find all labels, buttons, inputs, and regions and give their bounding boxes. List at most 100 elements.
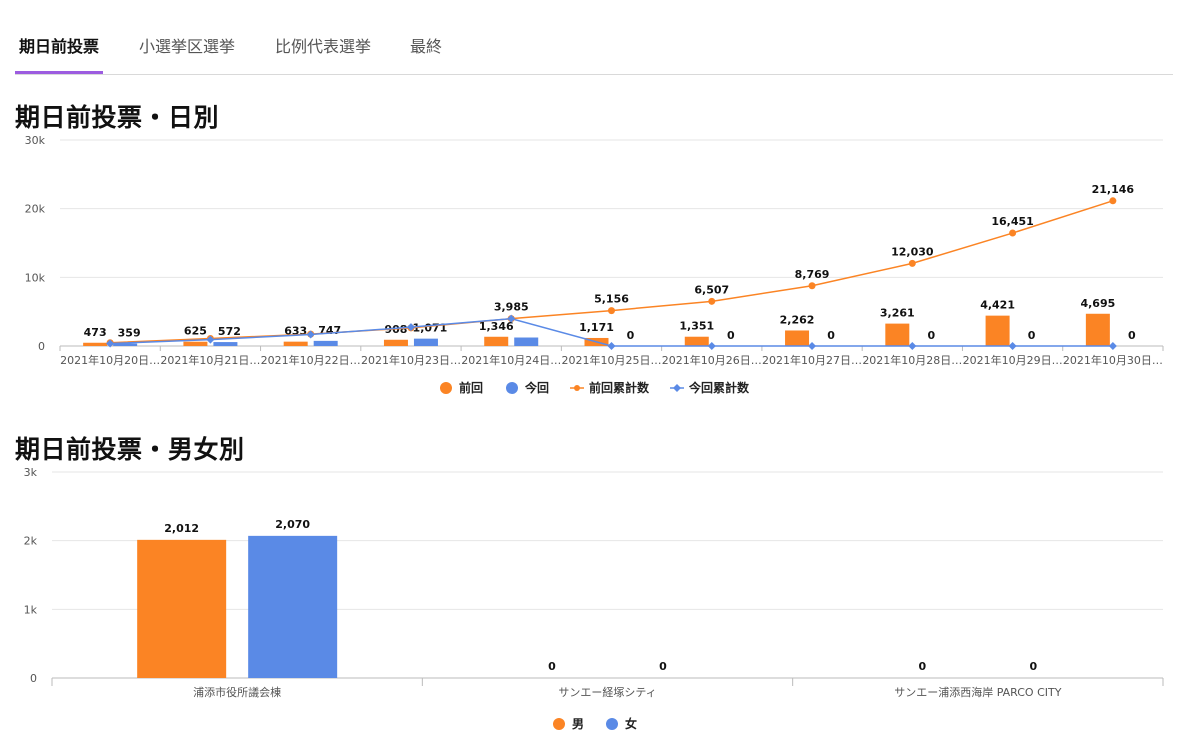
data-label-previous: 4,421 xyxy=(980,299,1015,312)
bar-previous xyxy=(283,341,308,346)
bar-previous xyxy=(985,315,1010,346)
data-label-previous: 625 xyxy=(184,325,207,338)
tab-bar: 期日前投票 小選挙区選挙 比例代表選挙 最終 xyxy=(15,0,1173,75)
bar-previous xyxy=(1085,313,1110,346)
point-previous-cumulative xyxy=(608,307,615,315)
y-tick-label: 30k xyxy=(25,134,46,147)
bar-previous xyxy=(885,323,910,346)
tab-single-seat-district[interactable]: 小選挙区選挙 xyxy=(139,37,236,56)
bar-female xyxy=(248,535,338,678)
data-label-male: 2,012 xyxy=(164,522,199,535)
y-tick-label: 0 xyxy=(38,340,45,353)
data-label-current: 1,071 xyxy=(413,322,448,335)
data-label-previous-cumulative: 8,769 xyxy=(795,268,830,281)
legend-marker xyxy=(553,718,565,730)
gender-early-voting-chart: 0 1k 2k 3k 浦添市役所議会棟 サンエー経塚シティ サンエー浦添西海岸 PARCO … xyxy=(24,466,1164,731)
bar-previous xyxy=(183,341,208,346)
x-tick-label: 2021年10月22日… xyxy=(261,353,361,367)
gender-chart-title: 期日前投票・男女別 xyxy=(15,435,245,464)
data-label-female: 0 xyxy=(1030,660,1038,673)
bar-previous xyxy=(785,330,810,346)
x-tick-label: サンエー経塚シティ xyxy=(558,686,656,699)
data-label-previous-cumulative: 21,146 xyxy=(1092,183,1135,196)
legend-label: 女 xyxy=(625,716,637,731)
y-tick-label: 2k xyxy=(24,535,38,548)
data-label-previous: 4,695 xyxy=(1080,297,1115,310)
legend-marker xyxy=(574,385,580,391)
x-tick-label: 2021年10月20日… xyxy=(60,353,160,367)
data-label-current: 0 xyxy=(1128,329,1136,342)
data-label-current: 0 xyxy=(727,329,735,342)
legend-label: 男 xyxy=(572,717,584,731)
bar-current xyxy=(413,338,438,346)
active-tab-indicator xyxy=(15,71,103,74)
x-tick-label: 2021年10月21日… xyxy=(160,353,260,367)
bar-current xyxy=(113,343,138,346)
data-label-previous: 1,346 xyxy=(479,320,514,333)
legend-marker xyxy=(506,382,518,394)
bar-previous xyxy=(83,342,108,346)
legend-label: 前回累計数 xyxy=(589,380,650,395)
data-label-male: 0 xyxy=(919,660,927,673)
data-label-previous-cumulative: 12,030 xyxy=(891,245,934,258)
y-tick-label: 0 xyxy=(30,672,37,685)
point-current-cumulative xyxy=(607,342,616,350)
data-label-current: 747 xyxy=(318,324,341,337)
point-current-cumulative xyxy=(206,335,215,344)
x-tick-label: 2021年10月26日… xyxy=(662,353,762,367)
tab-final[interactable]: 最終 xyxy=(410,37,443,56)
legend-label: 今回 xyxy=(524,380,549,395)
point-current-cumulative xyxy=(507,314,516,323)
data-label-female: 0 xyxy=(659,660,667,673)
daily-chart-title: 期日前投票・日別 xyxy=(15,103,220,132)
bar-previous xyxy=(484,336,509,346)
data-label-male: 0 xyxy=(548,660,556,673)
tab-early-voting[interactable]: 期日前投票 xyxy=(19,37,100,56)
point-previous-cumulative xyxy=(1009,229,1017,237)
x-tick-label: 2021年10月25日… xyxy=(562,353,662,367)
y-tick-label: 3k xyxy=(24,466,38,479)
x-tick-label: 2021年10月28日… xyxy=(862,353,962,367)
data-label-previous-cumulative: 3,985 xyxy=(494,301,529,314)
x-tick-label: 2021年10月23日… xyxy=(361,353,461,367)
data-label-female: 2,070 xyxy=(275,518,310,531)
data-label-previous-cumulative: 16,451 xyxy=(991,215,1033,228)
legend-marker xyxy=(606,718,618,730)
data-label-previous: 473 xyxy=(84,326,107,339)
x-tick-label: 2021年10月24日… xyxy=(461,353,561,367)
data-label-current: 359 xyxy=(118,327,141,340)
legend-marker xyxy=(673,384,681,392)
x-tick-label: サンエー浦添西海岸 PARCO CITY xyxy=(894,685,1062,699)
point-current-cumulative xyxy=(306,330,315,339)
legend-label: 今回累計数 xyxy=(688,380,750,395)
bar-current xyxy=(514,337,539,346)
point-previous-cumulative xyxy=(708,297,716,305)
data-label-previous: 3,261 xyxy=(880,307,915,320)
point-current-cumulative xyxy=(1008,342,1017,350)
bar-male xyxy=(137,539,227,678)
bar-current xyxy=(213,342,238,346)
tab-proportional-representation[interactable]: 比例代表選挙 xyxy=(275,37,372,56)
point-current-cumulative xyxy=(1108,342,1117,350)
data-label-current: 0 xyxy=(827,329,835,342)
point-previous-cumulative xyxy=(808,282,816,290)
data-label-previous: 2,262 xyxy=(780,313,815,326)
y-tick-label: 20k xyxy=(25,203,46,216)
legend-label: 前回 xyxy=(459,380,483,395)
data-label-current: 572 xyxy=(218,325,241,338)
y-tick-label: 10k xyxy=(25,271,46,284)
point-previous-cumulative xyxy=(1109,197,1117,205)
data-label-previous-cumulative: 5,156 xyxy=(594,293,629,306)
data-label-previous: 1,351 xyxy=(679,320,714,333)
y-tick-label: 1k xyxy=(24,603,38,616)
legend-marker xyxy=(440,382,452,394)
bar-current xyxy=(313,340,338,346)
bar-previous xyxy=(684,336,709,346)
data-label-current: 0 xyxy=(927,329,935,342)
point-current-cumulative xyxy=(106,339,115,348)
x-tick-label: 2021年10月29日… xyxy=(963,353,1063,367)
bar-previous xyxy=(383,339,408,346)
point-current-cumulative xyxy=(908,342,917,350)
point-current-cumulative xyxy=(808,342,817,350)
